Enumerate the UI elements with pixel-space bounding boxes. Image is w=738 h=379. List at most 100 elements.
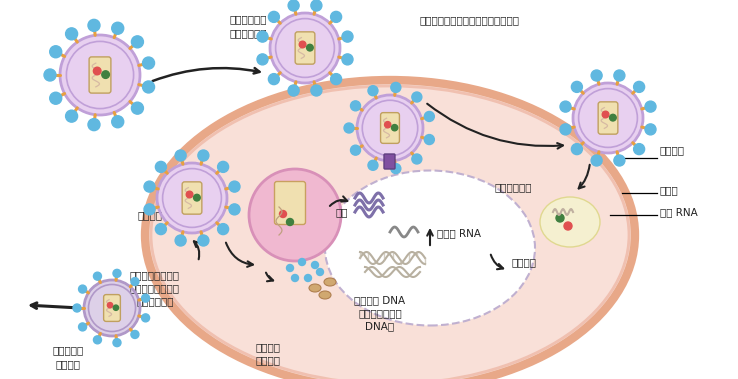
Circle shape — [78, 323, 86, 331]
Circle shape — [560, 124, 571, 135]
Circle shape — [102, 71, 109, 78]
Circle shape — [78, 285, 86, 293]
Circle shape — [49, 46, 62, 58]
Text: 组装: 组装 — [335, 207, 348, 217]
Text: 新病毒感染
其他细胞: 新病毒感染 其他细胞 — [52, 345, 83, 369]
Circle shape — [131, 102, 143, 114]
Circle shape — [560, 101, 571, 112]
Circle shape — [564, 222, 572, 230]
FancyBboxPatch shape — [89, 57, 111, 93]
Ellipse shape — [325, 171, 535, 326]
Circle shape — [198, 150, 209, 161]
Circle shape — [113, 269, 121, 277]
Text: 衣壳分解: 衣壳分解 — [660, 145, 685, 155]
Ellipse shape — [324, 278, 336, 286]
Circle shape — [634, 81, 644, 92]
Circle shape — [157, 163, 227, 233]
Circle shape — [331, 74, 342, 85]
Circle shape — [556, 214, 564, 222]
Circle shape — [113, 339, 121, 347]
Circle shape — [111, 22, 124, 34]
Ellipse shape — [145, 80, 635, 379]
Circle shape — [311, 85, 322, 96]
FancyBboxPatch shape — [384, 154, 395, 169]
Circle shape — [142, 81, 154, 93]
Circle shape — [229, 181, 240, 192]
Circle shape — [351, 145, 360, 155]
Circle shape — [131, 330, 139, 338]
Circle shape — [229, 204, 240, 215]
Ellipse shape — [151, 86, 629, 379]
FancyBboxPatch shape — [182, 182, 202, 214]
Circle shape — [270, 13, 340, 83]
Circle shape — [156, 224, 166, 235]
Circle shape — [292, 274, 298, 282]
Circle shape — [610, 114, 616, 121]
Circle shape — [317, 268, 323, 276]
Circle shape — [131, 277, 139, 285]
Text: 未包被的病毒: 未包被的病毒 — [494, 182, 532, 192]
Circle shape — [269, 11, 280, 22]
Circle shape — [614, 70, 625, 81]
FancyBboxPatch shape — [295, 32, 315, 64]
FancyBboxPatch shape — [599, 102, 618, 134]
Circle shape — [131, 36, 143, 48]
Circle shape — [412, 92, 422, 102]
Circle shape — [645, 101, 656, 112]
Circle shape — [111, 116, 124, 128]
Circle shape — [108, 302, 113, 308]
Text: 一种病毒进入宿主细胞并复制的过程: 一种病毒进入宿主细胞并复制的过程 — [420, 15, 520, 25]
Circle shape — [344, 123, 354, 133]
Circle shape — [186, 191, 193, 198]
Circle shape — [305, 274, 311, 282]
Text: 病毒体附着到
宿主细胞表面: 病毒体附着到 宿主细胞表面 — [230, 14, 266, 38]
Circle shape — [257, 31, 268, 42]
Circle shape — [571, 81, 582, 92]
Circle shape — [286, 265, 294, 271]
Circle shape — [156, 161, 166, 172]
Circle shape — [331, 11, 342, 22]
Circle shape — [257, 54, 268, 65]
Circle shape — [357, 95, 423, 161]
Ellipse shape — [540, 197, 600, 247]
Circle shape — [634, 144, 644, 155]
Circle shape — [66, 110, 77, 122]
Circle shape — [66, 28, 77, 40]
Circle shape — [144, 204, 155, 215]
Circle shape — [299, 41, 306, 48]
Ellipse shape — [309, 284, 321, 292]
Circle shape — [288, 0, 299, 11]
Circle shape — [368, 86, 378, 96]
Text: 病毒包膜蛋白被糖
基化后被递送到受
感染细胞表面: 病毒包膜蛋白被糖 基化后被递送到受 感染细胞表面 — [130, 270, 180, 306]
Circle shape — [351, 101, 360, 111]
Circle shape — [269, 74, 280, 85]
Circle shape — [368, 160, 378, 170]
Circle shape — [342, 54, 353, 65]
Circle shape — [384, 122, 391, 128]
Circle shape — [591, 155, 602, 166]
Circle shape — [306, 44, 313, 51]
Circle shape — [602, 111, 609, 118]
Text: 病毒 RNA: 病毒 RNA — [660, 207, 697, 217]
Circle shape — [311, 262, 319, 268]
Circle shape — [298, 258, 306, 266]
Circle shape — [193, 194, 200, 201]
Circle shape — [142, 294, 150, 302]
Text: 翻译病毒
表面蛋白: 翻译病毒 表面蛋白 — [255, 342, 280, 365]
Circle shape — [144, 181, 155, 192]
Circle shape — [571, 144, 582, 155]
Circle shape — [94, 336, 101, 344]
Circle shape — [142, 314, 150, 322]
Circle shape — [412, 154, 422, 164]
Circle shape — [44, 69, 56, 81]
Circle shape — [645, 124, 656, 135]
Circle shape — [391, 164, 401, 174]
Circle shape — [198, 235, 209, 246]
Text: 逆转录酶: 逆转录酶 — [512, 257, 537, 267]
Circle shape — [218, 224, 229, 235]
Circle shape — [614, 155, 625, 166]
Circle shape — [280, 210, 286, 218]
Circle shape — [175, 235, 186, 246]
Circle shape — [84, 280, 140, 336]
Circle shape — [94, 67, 101, 75]
